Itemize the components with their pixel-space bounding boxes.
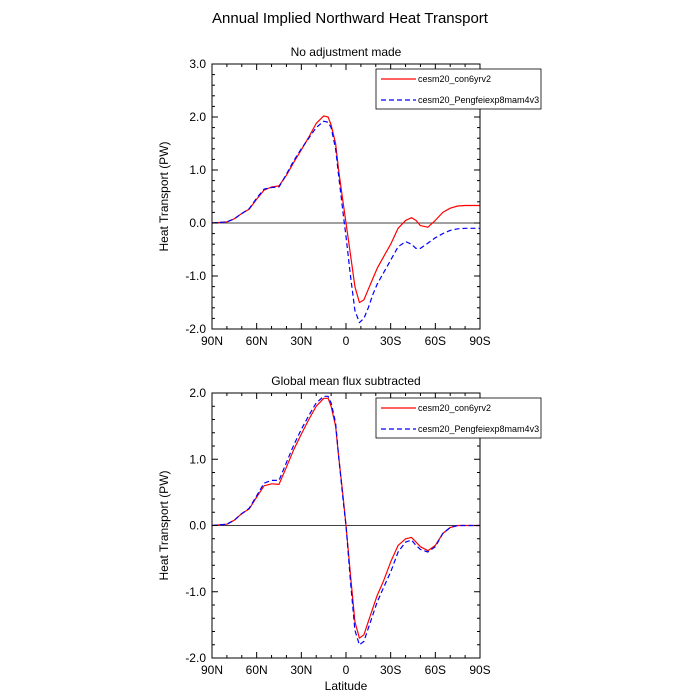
x-tick-label: 30S — [380, 663, 401, 677]
y-tick-label: -2.0 — [185, 322, 206, 336]
x-tick-label: 30S — [380, 334, 401, 348]
x-tick-label: 0 — [343, 663, 350, 677]
legend-box — [375, 397, 542, 439]
x-tick-label: 60S — [425, 334, 446, 348]
legend: cesm20_con6yrv2 cesm20_Pengfeiexp8mam4v3 — [375, 68, 542, 110]
y-tick-label: 1.0 — [189, 452, 206, 466]
legend-box — [375, 68, 542, 110]
x-tick-label: 30N — [290, 663, 312, 677]
legend-label-2: cesm20_Pengfeiexp8mam4v3 — [418, 95, 539, 105]
y-tick-label: 2.0 — [189, 110, 206, 124]
x-tick-label: 90N — [201, 663, 223, 677]
y-tick-label: 0.0 — [189, 519, 206, 533]
y-tick-label: 1.0 — [189, 163, 206, 177]
x-tick-label: 60N — [246, 663, 268, 677]
x-tick-label: 30N — [290, 334, 312, 348]
x-tick-label: 90N — [201, 334, 223, 348]
legend-label-1: cesm20_con6yrv2 — [418, 403, 491, 413]
y-axis-label: Heat Transport (PW) — [157, 141, 171, 251]
legend: cesm20_con6yrv2 cesm20_Pengfeiexp8mam4v3 — [375, 397, 542, 439]
x-tick-label: 0 — [343, 334, 350, 348]
x-tick-label: 90S — [469, 663, 490, 677]
legend-label-1: cesm20_con6yrv2 — [418, 74, 491, 84]
y-tick-label: 2.0 — [189, 386, 206, 400]
chart-subtitle: No adjustment made — [291, 45, 402, 59]
x-tick-label: 90S — [469, 334, 490, 348]
series-line-2 — [211, 395, 480, 646]
y-axis-label: Heat Transport (PW) — [157, 470, 171, 580]
y-tick-label: -2.0 — [185, 651, 206, 665]
figure-title: Annual Implied Northward Heat Transport — [212, 10, 488, 27]
x-tick-label: 60N — [246, 334, 268, 348]
x-tick-label: 60S — [425, 663, 446, 677]
y-tick-label: -1.0 — [185, 585, 206, 599]
chart-subtitle: Global mean flux subtracted — [271, 374, 420, 388]
x-axis-label: Latitude — [325, 679, 368, 693]
y-tick-label: 0.0 — [189, 216, 206, 230]
legend-label-2: cesm20_Pengfeiexp8mam4v3 — [418, 424, 539, 434]
y-tick-label: 3.0 — [189, 57, 206, 71]
series-line-2 — [211, 120, 480, 324]
y-tick-label: -1.0 — [185, 269, 206, 283]
